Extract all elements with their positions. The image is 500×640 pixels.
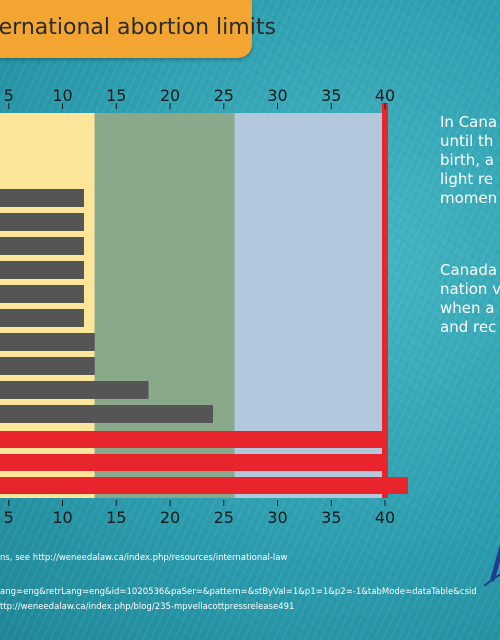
bar xyxy=(0,333,95,351)
bar xyxy=(0,357,95,375)
top-tick-label: 15 xyxy=(106,86,126,105)
bottom-tick-label: 15 xyxy=(106,508,126,527)
bottom-tick-label: 30 xyxy=(267,508,287,527)
side-line: until th xyxy=(440,132,494,150)
side-line: Canada xyxy=(440,261,498,279)
bottom-tick-label: 35 xyxy=(321,508,341,527)
bottom-tick-label: 5 xyxy=(4,508,14,527)
top-tick-label: 20 xyxy=(160,86,180,105)
bottom-tick-label: 40 xyxy=(375,508,395,527)
top-tick-label: 35 xyxy=(321,86,341,105)
side-line: when a xyxy=(440,299,495,317)
title-banner: ternational abortion limits xyxy=(0,0,276,58)
side-line: and rec xyxy=(440,318,497,336)
top-tick-label: 30 xyxy=(267,86,287,105)
bar xyxy=(0,405,213,423)
side-line: In Cana xyxy=(440,113,498,131)
side-line: nation v xyxy=(440,280,500,298)
top-tick-label: 40 xyxy=(375,86,395,105)
logo-mark xyxy=(484,544,500,587)
footnote-2: ang=eng&retrLang=eng&id=1020536&paSer=&p… xyxy=(0,587,477,597)
bar xyxy=(0,309,84,327)
side-line: light re xyxy=(440,170,494,188)
bar xyxy=(0,189,84,207)
bar xyxy=(0,213,84,231)
limit-line xyxy=(382,103,388,498)
bottom-tick-label: 10 xyxy=(52,508,72,527)
top-tick-label: 25 xyxy=(214,86,234,105)
bar xyxy=(0,261,84,279)
side-paragraph-2: Canada nation v when a and rec xyxy=(440,261,500,337)
top-tick-label: 10 xyxy=(52,86,72,105)
bottom-tick-label: 25 xyxy=(214,508,234,527)
unlimited-bar xyxy=(0,477,408,494)
bar xyxy=(0,237,84,255)
footnote-1: ns, see http://weneedalaw.ca/index.php/r… xyxy=(0,553,288,563)
top-tick-label: 5 xyxy=(4,86,14,105)
unlimited-bar xyxy=(0,431,383,448)
unlimited-bar xyxy=(0,454,383,471)
bar xyxy=(0,285,84,303)
side-line: birth, a xyxy=(440,151,494,169)
page-title: ternational abortion limits xyxy=(0,15,276,40)
footnote-3: ttp://weneedalaw.ca/index.php/blog/235-m… xyxy=(0,602,295,612)
bar xyxy=(0,381,149,399)
side-paragraph-1: In Cana until th birth, a light re momen xyxy=(440,113,500,208)
side-line: momen xyxy=(440,189,498,207)
bottom-tick-label: 20 xyxy=(160,508,180,527)
